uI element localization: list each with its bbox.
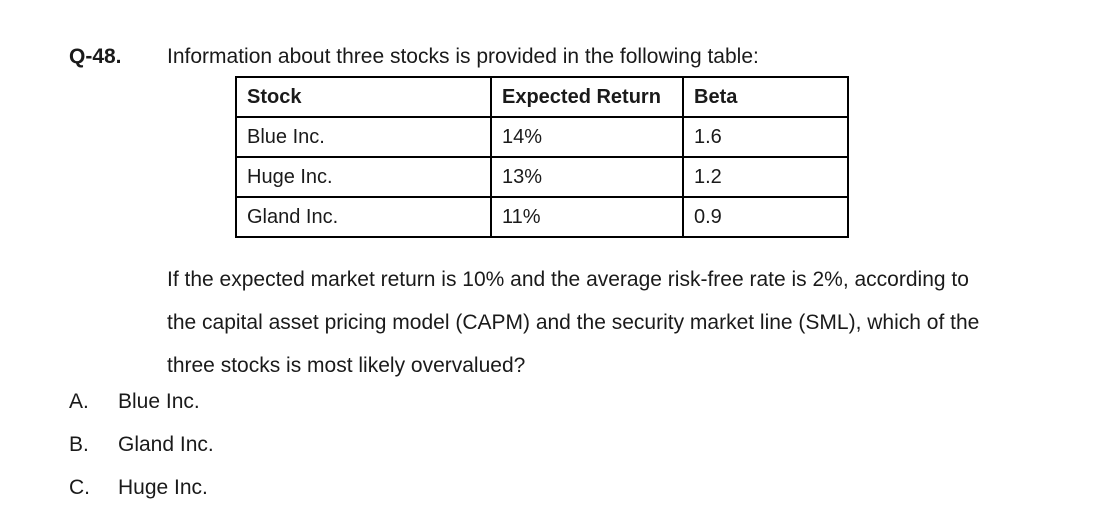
option-c[interactable]: C. Huge Inc. (69, 475, 208, 501)
cell-stock: Gland Inc. (235, 196, 492, 238)
option-text: Gland Inc. (118, 433, 214, 456)
cell-expected-return: 13% (490, 156, 684, 198)
option-a[interactable]: A. Blue Inc. (69, 389, 200, 415)
option-text: Huge Inc. (118, 476, 208, 499)
question-body: If the expected market return is 10% and… (167, 258, 1067, 387)
option-letter: B. (69, 433, 89, 456)
table-row: Gland Inc. 11% 0.9 (235, 196, 849, 238)
option-letter: C. (69, 476, 90, 499)
option-letter: A. (69, 390, 89, 413)
cell-beta: 0.9 (682, 196, 849, 238)
cell-expected-return: 11% (490, 196, 684, 238)
cell-beta: 1.2 (682, 156, 849, 198)
table-row: Blue Inc. 14% 1.6 (235, 116, 849, 158)
question-number: Q-48. (69, 45, 122, 68)
option-b[interactable]: B. Gland Inc. (69, 432, 214, 458)
table-header-row: Stock Expected Return Beta (235, 76, 849, 118)
question-intro: Information about three stocks is provid… (167, 45, 759, 68)
header-stock: Stock (235, 76, 492, 118)
option-text: Blue Inc. (118, 390, 200, 413)
question-body-line: the capital asset pricing model (CAPM) a… (167, 311, 980, 334)
cell-stock: Huge Inc. (235, 156, 492, 198)
cell-beta: 1.6 (682, 116, 849, 158)
cell-stock: Blue Inc. (235, 116, 492, 158)
header-expected-return: Expected Return (490, 76, 684, 118)
question-body-line: If the expected market return is 10% and… (167, 268, 969, 291)
question-body-line: three stocks is most likely overvalued? (167, 354, 526, 377)
header-beta: Beta (682, 76, 849, 118)
stock-table: Stock Expected Return Beta Blue Inc. 14%… (235, 76, 849, 238)
table-row: Huge Inc. 13% 1.2 (235, 156, 849, 198)
cell-expected-return: 14% (490, 116, 684, 158)
